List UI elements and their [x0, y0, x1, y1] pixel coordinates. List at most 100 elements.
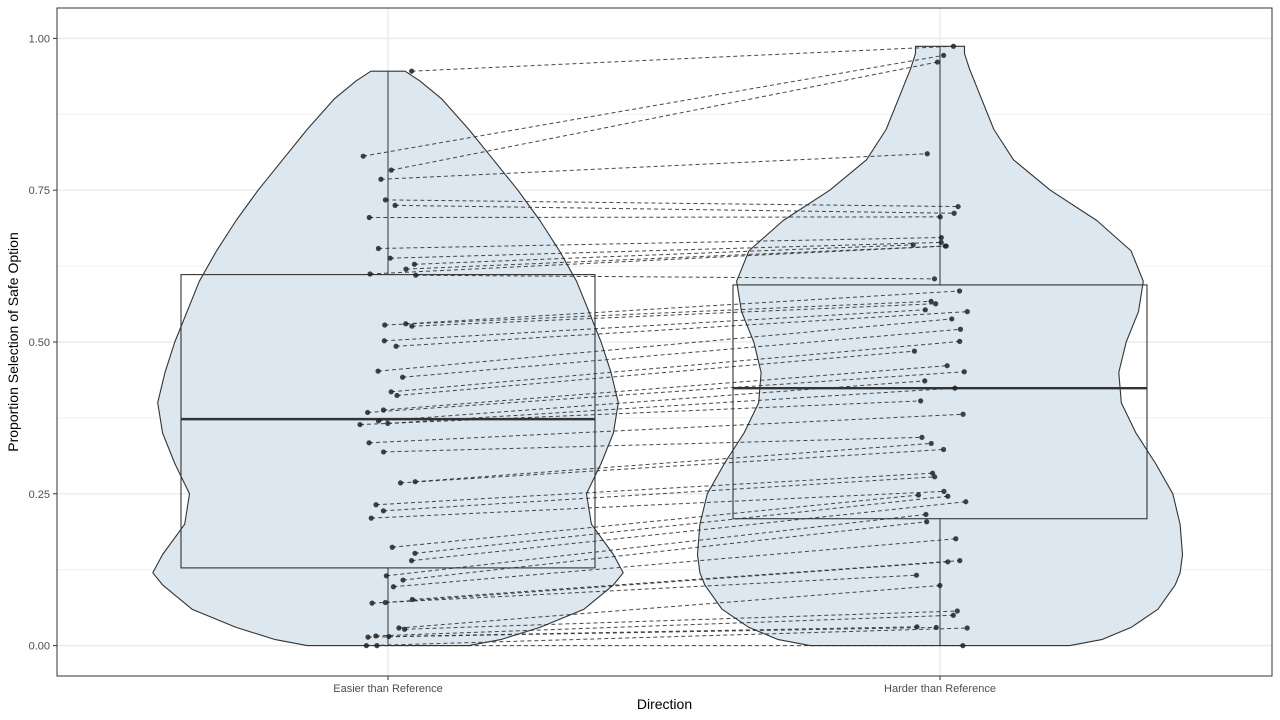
- pair-line-2: [391, 61, 938, 171]
- point-harder-1: [941, 52, 947, 58]
- point-harder-16: [922, 307, 928, 313]
- pair-line-1: [363, 54, 944, 157]
- pair-line-31: [375, 472, 933, 506]
- point-easier-44: [401, 626, 408, 632]
- pair-line-4: [385, 199, 959, 208]
- point-harder-24: [922, 378, 928, 384]
- point-easier-14: [382, 322, 388, 328]
- point-easier-49: [374, 643, 380, 649]
- point-harder-25: [952, 385, 958, 391]
- pair-line-33: [371, 490, 944, 519]
- point-easier-19: [399, 374, 406, 380]
- point-harder-3: [924, 151, 930, 157]
- point-easier-39: [390, 584, 397, 590]
- point-easier-10: [403, 266, 409, 272]
- pair-line-35: [414, 495, 948, 554]
- pair-line-41: [385, 561, 948, 604]
- point-easier-15: [409, 323, 415, 329]
- point-harder-18: [949, 316, 955, 322]
- pair-line-24: [378, 380, 925, 422]
- point-easier-25: [385, 420, 391, 426]
- boxplots: [180, 46, 1148, 646]
- point-easier-11: [367, 271, 373, 277]
- point-harder-9: [910, 242, 916, 248]
- y-tick-label-3: 0.75: [29, 185, 50, 197]
- pair-line-8: [390, 241, 942, 259]
- point-harder-28: [919, 434, 925, 440]
- point-harder-4: [955, 203, 961, 210]
- point-easier-31: [373, 502, 379, 508]
- pair-line-5: [395, 204, 955, 214]
- point-harder-35: [945, 493, 951, 499]
- point-harder-42: [913, 572, 920, 578]
- point-harder-45: [950, 612, 956, 618]
- point-harder-46: [914, 624, 920, 630]
- point-easier-9: [411, 261, 418, 267]
- point-harder-11: [943, 243, 949, 249]
- point-easier-40: [409, 596, 415, 603]
- point-harder-0: [950, 43, 957, 49]
- pair-line-32: [383, 476, 935, 512]
- pair-line-38: [402, 521, 927, 581]
- pair-line-28: [383, 436, 922, 453]
- point-harder-26: [918, 398, 924, 404]
- pair-line-29: [415, 442, 932, 483]
- point-harder-48: [964, 625, 970, 631]
- y-axis-title: Proportion Selection of Safe Option: [5, 232, 21, 451]
- point-harder-7: [938, 234, 944, 241]
- point-easier-48: [363, 643, 370, 649]
- point-harder-36: [963, 499, 969, 505]
- point-easier-2: [388, 167, 394, 173]
- point-harder-8: [938, 239, 944, 246]
- point-easier-12: [413, 272, 419, 278]
- point-harder-27: [960, 411, 966, 417]
- x-tick-label-1: Harder than Reference: [884, 683, 996, 695]
- point-easier-6: [366, 214, 372, 221]
- point-easier-42: [369, 600, 375, 606]
- point-harder-34: [915, 492, 922, 498]
- point-harder-2: [934, 59, 941, 65]
- point-easier-33: [368, 515, 374, 521]
- point-easier-36: [408, 558, 415, 564]
- point-harder-23: [961, 369, 967, 375]
- point-easier-16: [381, 338, 387, 344]
- pair-line-36: [411, 501, 966, 562]
- pair-line-22: [383, 365, 948, 411]
- point-easier-37: [383, 573, 389, 579]
- point-harder-38: [924, 519, 930, 525]
- point-easier-30: [397, 480, 404, 486]
- point-easier-43: [396, 625, 402, 631]
- pair-line-11: [370, 245, 947, 275]
- point-harder-14: [928, 298, 934, 304]
- point-easier-0: [409, 68, 415, 74]
- violin-1: [696, 45, 1184, 647]
- pair-line-18: [378, 318, 952, 372]
- pair-line-21: [396, 350, 915, 396]
- point-easier-18: [375, 368, 381, 374]
- point-harder-22: [944, 363, 950, 369]
- point-harder-49: [960, 643, 966, 649]
- pair-line-48: [366, 627, 968, 647]
- violin-0: [152, 70, 624, 647]
- pair-line-0: [411, 45, 954, 72]
- point-easier-21: [394, 392, 400, 399]
- point-easier-20: [388, 389, 394, 395]
- data-points: [357, 43, 970, 649]
- y-tick-label-2: 0.50: [29, 337, 50, 349]
- point-harder-13: [956, 288, 963, 294]
- point-harder-37: [923, 511, 929, 518]
- pair-line-39: [393, 538, 956, 588]
- pair-line-13: [405, 290, 960, 325]
- point-easier-22: [380, 407, 387, 413]
- point-easier-4: [382, 197, 388, 203]
- point-easier-47: [365, 634, 371, 640]
- pair-line-3: [380, 153, 928, 180]
- paired-lines: [359, 45, 968, 647]
- point-harder-44: [954, 608, 960, 614]
- point-easier-7: [375, 245, 382, 252]
- point-harder-41: [945, 559, 951, 565]
- point-easier-32: [380, 508, 387, 514]
- point-easier-5: [392, 202, 398, 208]
- box-0: [180, 274, 596, 569]
